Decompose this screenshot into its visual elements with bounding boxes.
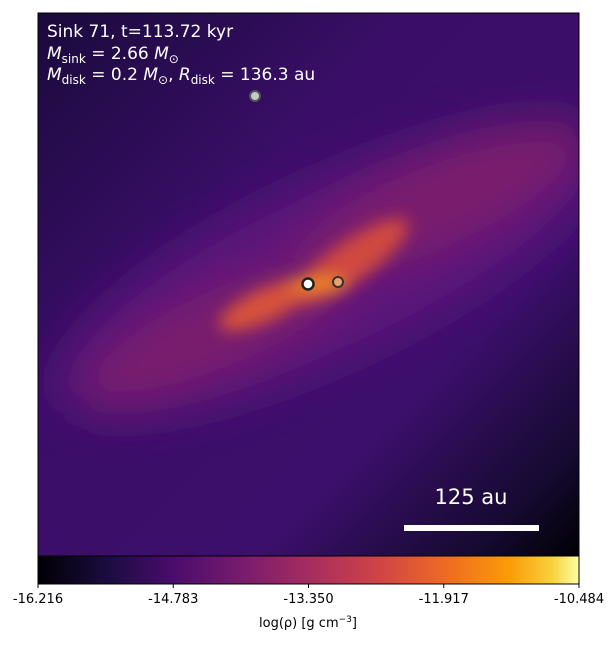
density-map: 125 au xyxy=(38,13,579,556)
colorbar-tick-label: -10.484 xyxy=(554,592,604,607)
scale-bar-label: 125 au xyxy=(435,485,508,509)
text: = 0.2 xyxy=(86,65,144,85)
annotation-line: Mdisk = 0.2 M⊙, Rdisk = 136.3 au xyxy=(47,65,315,87)
text: = 2.66 xyxy=(86,44,154,64)
text: sink xyxy=(62,52,86,66)
annotation-line: Sink 71, t=113.72 kyr xyxy=(47,22,233,42)
text: M xyxy=(47,44,62,64)
sink-marker xyxy=(301,277,315,291)
text: ⊙ xyxy=(169,52,179,66)
colorbar-tick-label: -14.783 xyxy=(148,592,198,607)
text: Sink 71, t=113.72 kyr xyxy=(47,22,233,42)
colorbar-tick-label: -11.917 xyxy=(419,592,469,607)
colorbar-tick-label: -13.350 xyxy=(283,592,333,607)
sink-marker xyxy=(332,276,344,288)
text: log(ρ) [g cm xyxy=(259,616,339,631)
text: M xyxy=(47,65,62,85)
text: disk xyxy=(191,73,215,87)
text: −3 xyxy=(339,615,352,625)
text: ⊙ xyxy=(158,73,168,87)
sink-marker xyxy=(249,90,261,102)
text: ] xyxy=(352,616,357,631)
text: , xyxy=(168,65,179,85)
annotation: Sink 71, t=113.72 kyr Msink = 2.66 M⊙ Md… xyxy=(47,22,315,87)
text: disk xyxy=(62,73,86,87)
text: R xyxy=(179,65,191,85)
text: M xyxy=(143,65,158,85)
colorbar xyxy=(37,555,580,585)
text: = 136.3 au xyxy=(215,65,315,85)
colorbar-tick-label: -16.216 xyxy=(13,592,63,607)
colorbar-label: log(ρ) [g cm−3] xyxy=(259,615,357,631)
annotation-line: Msink = 2.66 M⊙ xyxy=(47,44,179,66)
text: M xyxy=(154,44,169,64)
